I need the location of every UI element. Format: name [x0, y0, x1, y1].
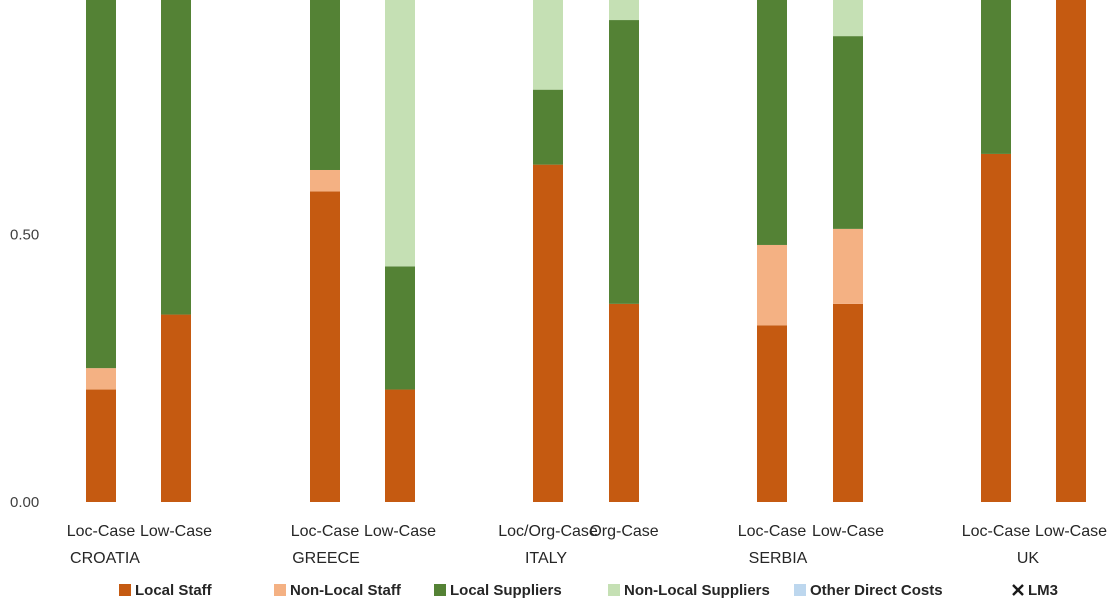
bar-segment-local-staff	[609, 303, 639, 502]
x-category-label: Loc-Case	[738, 523, 807, 540]
legend-item: Local Suppliers	[434, 582, 562, 599]
x-category-label: Low-Case	[364, 523, 436, 540]
bar-segment-local-staff	[981, 153, 1011, 503]
bar-segment-local-suppliers	[533, 89, 563, 165]
bar-segment-non-local-suppliers	[609, 0, 639, 21]
legend-marker	[1012, 584, 1024, 596]
bar-segment-local-staff	[385, 389, 415, 502]
legend-label: LM3	[1028, 582, 1058, 599]
legend-item: Non-Local Staff	[274, 582, 402, 599]
bar-segment-local-staff	[833, 303, 863, 502]
legend-item: Other Direct Costs	[794, 582, 943, 599]
bar-segment-non-local-staff	[86, 368, 116, 390]
x-group-label: ITALY	[525, 550, 567, 567]
bar-segment-local-staff	[533, 164, 563, 502]
bar-segment-local-suppliers	[86, 0, 116, 369]
bar-segment-local-staff	[86, 389, 116, 502]
bar-segment-local-suppliers	[385, 266, 415, 390]
x-category-label: Loc-Case	[962, 523, 1031, 540]
bar-segment-non-local-suppliers	[833, 0, 863, 37]
bar-segment-local-staff	[1056, 0, 1086, 502]
legend-label: Other Direct Costs	[810, 582, 943, 599]
bar-segment-local-suppliers	[981, 0, 1011, 154]
legend-swatch	[794, 584, 806, 596]
legend-swatch	[274, 584, 286, 596]
x-category-label: Low-Case	[140, 523, 212, 540]
bar-segment-local-suppliers	[833, 36, 863, 229]
bar-segment-local-staff	[310, 191, 340, 502]
bar-segment-non-local-suppliers	[533, 0, 563, 90]
legend-label: Non-Local Suppliers	[624, 582, 770, 599]
bar-segment-local-staff	[161, 314, 191, 502]
bar-segment-non-local-staff	[310, 169, 340, 192]
y-tick-label: 0.00	[10, 494, 39, 511]
x-category-label: Org-Case	[589, 523, 658, 540]
x-group-label: CROATIA	[70, 550, 140, 567]
x-group-label: UK	[1017, 550, 1040, 567]
legend-item: Local Staff	[119, 582, 213, 599]
legend-label: Non-Local Staff	[290, 582, 402, 599]
legend: Local Staff Non-Local Staff Local Supplier…	[119, 582, 1058, 599]
x-category-label: Loc-Case	[291, 523, 360, 540]
bar-segment-local-suppliers	[609, 20, 639, 304]
bar-segment-local-suppliers	[161, 0, 191, 315]
x-group-label: GREECE	[292, 550, 360, 567]
legend-item-lm3: LM3	[1012, 582, 1058, 599]
x-category-label: Loc/Org-Case	[498, 523, 598, 540]
x-category-label: Low-Case	[812, 523, 884, 540]
x-category-label: Loc-Case	[67, 523, 136, 540]
legend-swatch	[434, 584, 446, 596]
bar-segment-local-suppliers	[757, 0, 787, 245]
bar-segment-non-local-suppliers	[385, 0, 415, 267]
legend-swatch	[608, 584, 620, 596]
legend-swatch	[119, 584, 131, 596]
y-tick-label: 0.50	[10, 226, 39, 243]
bar-segment-non-local-staff	[757, 244, 787, 326]
x-category-label: Low-Case	[1035, 523, 1107, 540]
bar-segment-local-staff	[757, 325, 787, 502]
legend-item: Non-Local Suppliers	[608, 582, 770, 599]
y-axis: 0.000.501.001.502.002.50	[10, 226, 39, 511]
bar-segment-local-suppliers	[310, 0, 340, 170]
bar-segment-non-local-staff	[833, 228, 863, 304]
bar-stacks	[86, 0, 1086, 503]
legend-label: Local Staff	[135, 582, 213, 599]
x-group-label: SERBIA	[749, 550, 808, 567]
legend-label: Local Suppliers	[450, 582, 562, 599]
